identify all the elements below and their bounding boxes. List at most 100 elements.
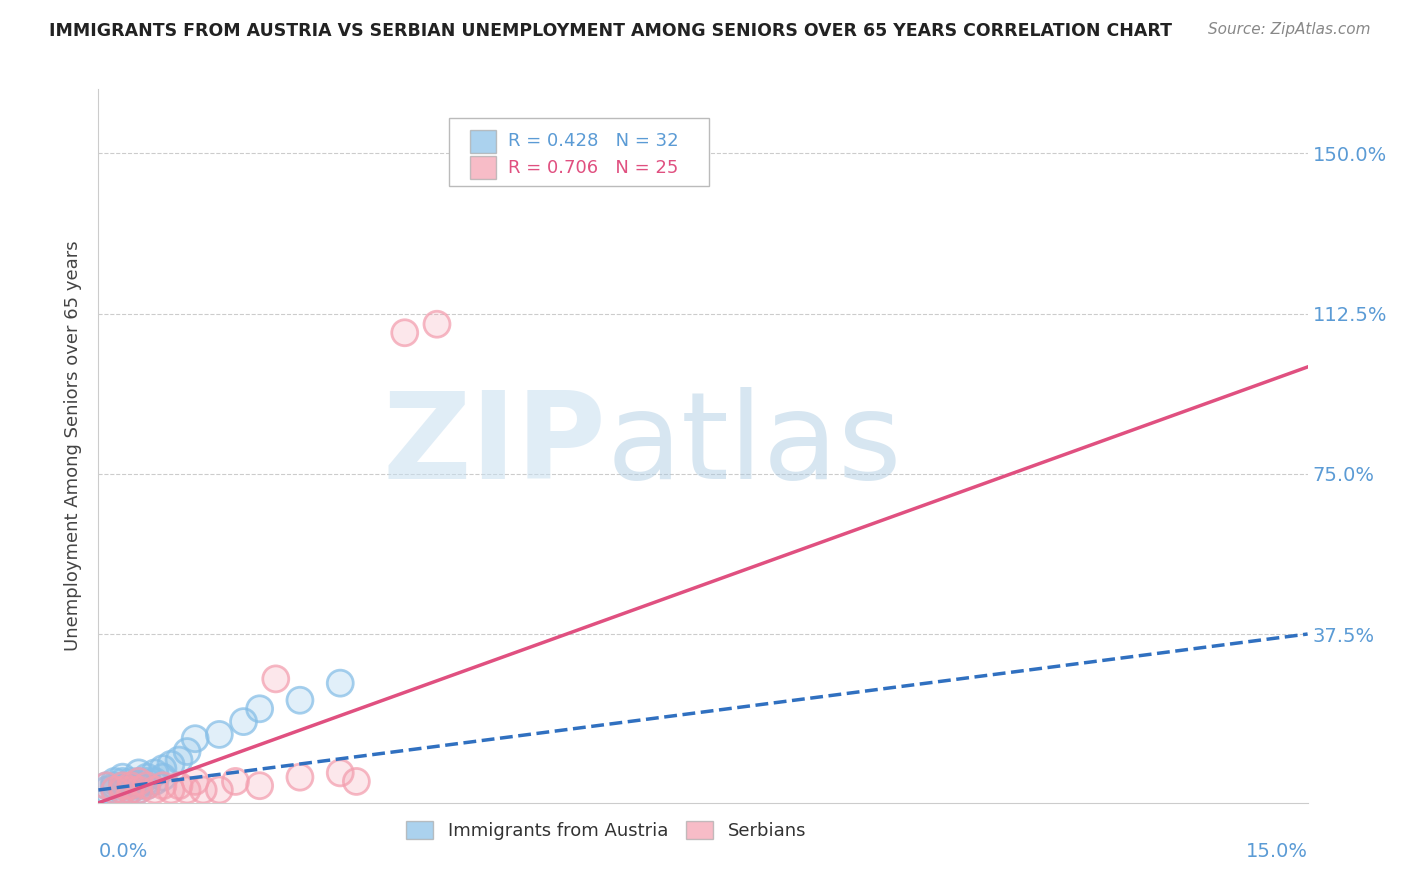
Point (135, 779, 157, 793)
Point (249, 779, 271, 793)
Point (143, 774, 166, 789)
Point (103, 783, 125, 797)
Point (128, 783, 150, 797)
Point (143, 783, 166, 797)
Point (128, 774, 150, 789)
Point (128, 779, 150, 793)
Text: R = 0.706   N = 25: R = 0.706 N = 25 (509, 159, 679, 177)
Point (208, 783, 231, 797)
Point (135, 774, 157, 789)
Point (249, 702, 271, 716)
Point (103, 774, 125, 789)
Point (96, 779, 118, 793)
Point (135, 774, 157, 789)
Text: 15.0%: 15.0% (1246, 842, 1308, 861)
Point (143, 765, 166, 780)
Point (152, 770, 174, 784)
Point (103, 779, 125, 793)
Point (103, 783, 125, 797)
Point (160, 757, 183, 772)
Point (160, 783, 183, 797)
Point (135, 779, 157, 793)
Point (111, 779, 134, 793)
Point (143, 765, 166, 780)
Point (135, 779, 157, 793)
Text: 0.0%: 0.0% (98, 842, 148, 861)
Point (120, 774, 142, 789)
Point (111, 779, 134, 793)
Point (96, 779, 118, 793)
Legend: Immigrants from Austria, Serbians: Immigrants from Austria, Serbians (399, 814, 814, 847)
Point (120, 783, 142, 797)
Point (128, 783, 150, 797)
Point (167, 779, 190, 793)
Point (167, 753, 190, 767)
Point (103, 783, 125, 797)
Point (329, 765, 352, 780)
Point (344, 774, 367, 789)
Point (135, 779, 157, 793)
Text: IMMIGRANTS FROM AUSTRIA VS SERBIAN UNEMPLOYMENT AMONG SENIORS OVER 65 YEARS CORR: IMMIGRANTS FROM AUSTRIA VS SERBIAN UNEMP… (49, 22, 1173, 40)
Point (152, 762, 174, 776)
Point (128, 774, 150, 789)
Point (288, 693, 311, 707)
Point (128, 779, 150, 793)
Point (120, 774, 142, 789)
Point (160, 757, 183, 772)
Point (394, 326, 416, 340)
Text: atlas: atlas (606, 387, 901, 505)
Point (128, 774, 150, 789)
FancyBboxPatch shape (470, 156, 496, 179)
Point (96, 779, 118, 793)
Point (128, 765, 150, 780)
FancyBboxPatch shape (449, 118, 709, 186)
Point (288, 770, 311, 784)
Point (152, 762, 174, 776)
Point (288, 693, 311, 707)
Point (111, 783, 134, 797)
Point (184, 774, 207, 789)
Point (167, 753, 190, 767)
Point (329, 765, 352, 780)
Point (128, 765, 150, 780)
Point (152, 779, 174, 793)
Point (111, 774, 134, 789)
Point (160, 783, 183, 797)
Point (193, 783, 215, 797)
Point (232, 714, 254, 729)
Point (96, 783, 118, 797)
Point (111, 783, 134, 797)
Point (249, 702, 271, 716)
Point (232, 714, 254, 729)
Point (103, 779, 125, 793)
Point (249, 779, 271, 793)
Point (184, 774, 207, 789)
Point (96, 783, 118, 797)
Point (111, 779, 134, 793)
Point (120, 779, 142, 793)
Point (111, 770, 134, 784)
Point (120, 779, 142, 793)
Point (426, 317, 449, 331)
Point (111, 770, 134, 784)
Point (103, 774, 125, 789)
Point (96, 779, 118, 793)
FancyBboxPatch shape (470, 130, 496, 153)
Point (394, 326, 416, 340)
Point (135, 770, 157, 784)
Point (208, 783, 231, 797)
Point (111, 783, 134, 797)
Point (176, 745, 198, 759)
Point (193, 783, 215, 797)
Point (167, 779, 190, 793)
Point (128, 774, 150, 789)
Point (128, 783, 150, 797)
Point (288, 770, 311, 784)
Point (135, 770, 157, 784)
Text: ZIP: ZIP (382, 387, 606, 505)
Point (111, 783, 134, 797)
Point (176, 783, 198, 797)
Point (111, 779, 134, 793)
Point (120, 783, 142, 797)
Point (103, 783, 125, 797)
